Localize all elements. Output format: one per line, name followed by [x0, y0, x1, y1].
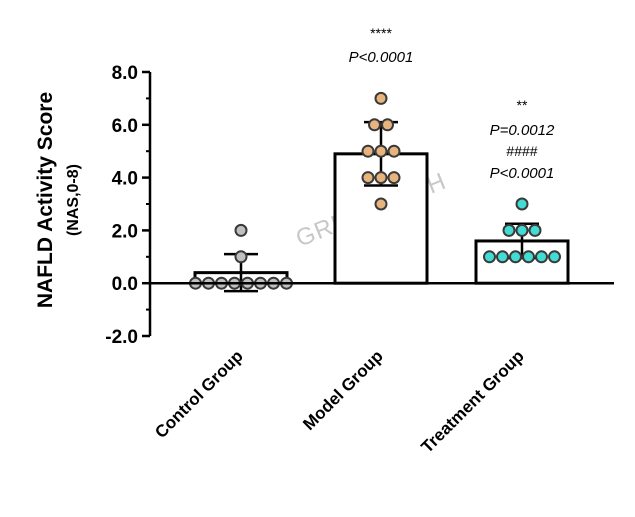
- data-point-1-1: [368, 118, 381, 132]
- data-point-2-7: [522, 250, 535, 264]
- category-label-1: Model Group: [299, 346, 387, 434]
- y-axis-label: NAFLD Activity Score: [34, 92, 57, 308]
- annotation-1-line-2: ####: [506, 143, 537, 159]
- category-label-2: Treatment Group: [418, 346, 528, 456]
- annotation-1-line-0: **: [517, 97, 528, 113]
- data-point-2-0: [515, 197, 529, 211]
- y-tick-label-1: 0.0: [112, 274, 138, 295]
- data-point-1-4: [374, 144, 388, 158]
- y-axis-sublabel: (NAS,0-8): [65, 164, 82, 236]
- data-point-0-0: [234, 223, 248, 237]
- annotation-1-line-3: P<0.0001: [490, 165, 555, 182]
- y-tick-label-4: 6.0: [112, 116, 138, 137]
- y-tick-label-2: 2.0: [112, 221, 138, 242]
- annotation-0-line-0: ****: [370, 25, 392, 41]
- data-point-2-9: [548, 250, 561, 264]
- data-point-2-3: [528, 223, 542, 237]
- y-tick-label-0: -2.0: [105, 327, 138, 348]
- data-point-2-2: [515, 223, 529, 237]
- data-point-1-8: [387, 171, 401, 185]
- category-label-0: Control Group: [151, 346, 247, 442]
- annotation-1-line-1: P=0.0012: [490, 122, 555, 139]
- data-point-0-1: [234, 250, 248, 264]
- data-point-1-9: [374, 197, 388, 211]
- data-point-1-2: [381, 118, 394, 132]
- y-tick-label-3: 4.0: [112, 169, 138, 190]
- data-point-2-1: [502, 223, 516, 237]
- data-point-2-4: [483, 250, 496, 264]
- data-point-2-8: [535, 250, 548, 264]
- annotation-0-line-1: P<0.0001: [349, 49, 414, 66]
- data-point-1-3: [361, 144, 375, 158]
- data-point-2-6: [509, 250, 522, 264]
- data-point-1-0: [374, 91, 388, 105]
- data-point-1-6: [361, 171, 375, 185]
- data-point-1-7: [374, 171, 388, 185]
- data-point-2-5: [496, 250, 509, 264]
- y-tick-label-5: 8.0: [112, 63, 138, 84]
- data-point-1-5: [387, 144, 401, 158]
